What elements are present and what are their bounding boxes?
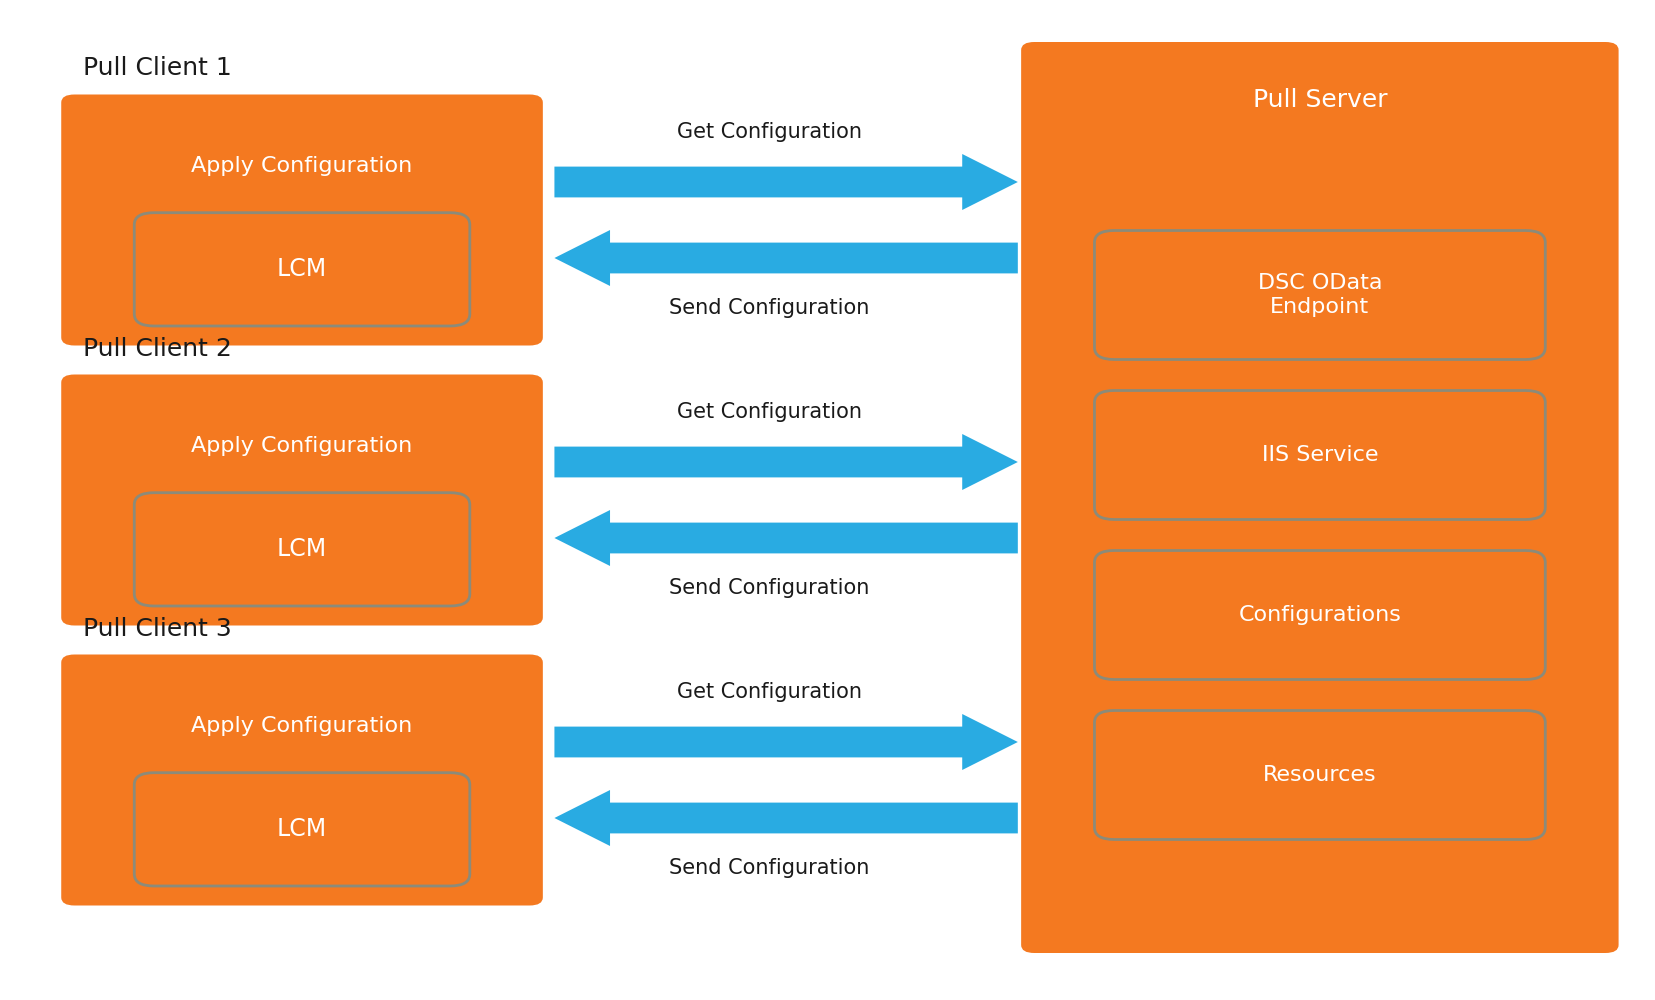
FancyBboxPatch shape xyxy=(1094,550,1546,680)
Text: Send Configuration: Send Configuration xyxy=(669,578,871,598)
Text: IIS Service: IIS Service xyxy=(1261,445,1379,465)
Polygon shape xyxy=(554,790,1018,846)
Text: Pull Server: Pull Server xyxy=(1253,88,1387,112)
Text: Resources: Resources xyxy=(1263,765,1377,785)
FancyBboxPatch shape xyxy=(1021,42,1619,953)
Text: Get Configuration: Get Configuration xyxy=(677,682,862,702)
Text: Pull Client 3: Pull Client 3 xyxy=(83,616,232,640)
FancyBboxPatch shape xyxy=(134,493,470,606)
Text: Configurations: Configurations xyxy=(1238,605,1402,625)
FancyBboxPatch shape xyxy=(61,654,543,906)
Text: Apply Configuration: Apply Configuration xyxy=(192,436,412,456)
Polygon shape xyxy=(554,510,1018,566)
Text: Get Configuration: Get Configuration xyxy=(677,122,862,142)
Text: Apply Configuration: Apply Configuration xyxy=(192,156,412,176)
Polygon shape xyxy=(554,230,1018,286)
FancyBboxPatch shape xyxy=(1094,710,1546,840)
Text: Get Configuration: Get Configuration xyxy=(677,402,862,422)
FancyBboxPatch shape xyxy=(1094,231,1546,360)
Text: DSC OData
Endpoint: DSC OData Endpoint xyxy=(1258,273,1382,317)
Text: Send Configuration: Send Configuration xyxy=(669,298,871,318)
Polygon shape xyxy=(554,434,1018,490)
Polygon shape xyxy=(554,154,1018,210)
Polygon shape xyxy=(554,714,1018,770)
FancyBboxPatch shape xyxy=(1094,390,1546,519)
FancyBboxPatch shape xyxy=(134,213,470,326)
Text: LCM: LCM xyxy=(276,257,328,281)
Text: LCM: LCM xyxy=(276,817,328,841)
FancyBboxPatch shape xyxy=(134,773,470,886)
Text: LCM: LCM xyxy=(276,537,328,561)
Text: Send Configuration: Send Configuration xyxy=(669,858,871,878)
FancyBboxPatch shape xyxy=(61,374,543,626)
Text: Pull Client 1: Pull Client 1 xyxy=(83,56,232,80)
Text: Pull Client 2: Pull Client 2 xyxy=(83,336,232,360)
FancyBboxPatch shape xyxy=(61,94,543,345)
Text: Apply Configuration: Apply Configuration xyxy=(192,716,412,736)
